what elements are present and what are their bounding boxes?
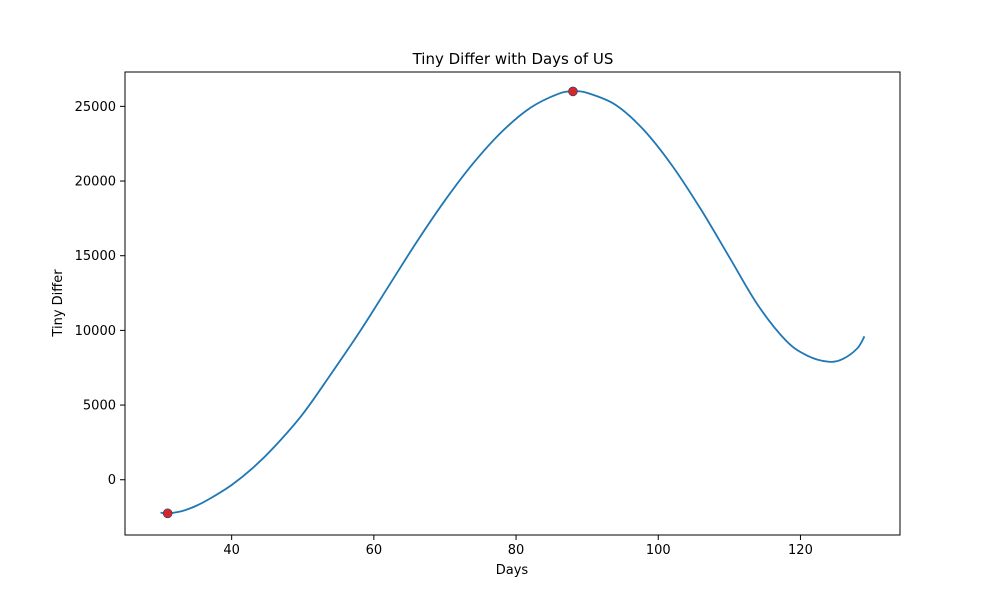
y-tick-label: 10000	[75, 324, 116, 339]
x-tick-label: 80	[508, 543, 525, 558]
extremum-marker	[162, 508, 173, 519]
series-line	[160, 90, 866, 515]
y-axis: 0 5000 10000 15000 20000 25000	[75, 100, 125, 488]
y-tick-label: 15000	[75, 249, 116, 264]
y-tick-label: 20000	[75, 175, 116, 190]
x-axis-title: Days	[496, 563, 529, 578]
x-axis: 40 60 80 100 120	[223, 535, 813, 558]
plot-frame	[124, 71, 901, 536]
x-tick-label: 120	[788, 543, 813, 558]
y-tick-label: 0	[108, 473, 116, 488]
x-tick-label: 40	[223, 543, 240, 558]
y-tick-label: 5000	[83, 399, 116, 414]
chart-title: Tiny Differ with Days of US	[412, 50, 614, 68]
plot-area	[160, 86, 866, 519]
x-tick-label: 100	[646, 543, 671, 558]
y-axis-title: Tiny Differ	[51, 269, 66, 338]
x-tick-label: 60	[366, 543, 383, 558]
extremum-marker	[568, 86, 578, 97]
y-tick-label: 25000	[75, 100, 116, 115]
